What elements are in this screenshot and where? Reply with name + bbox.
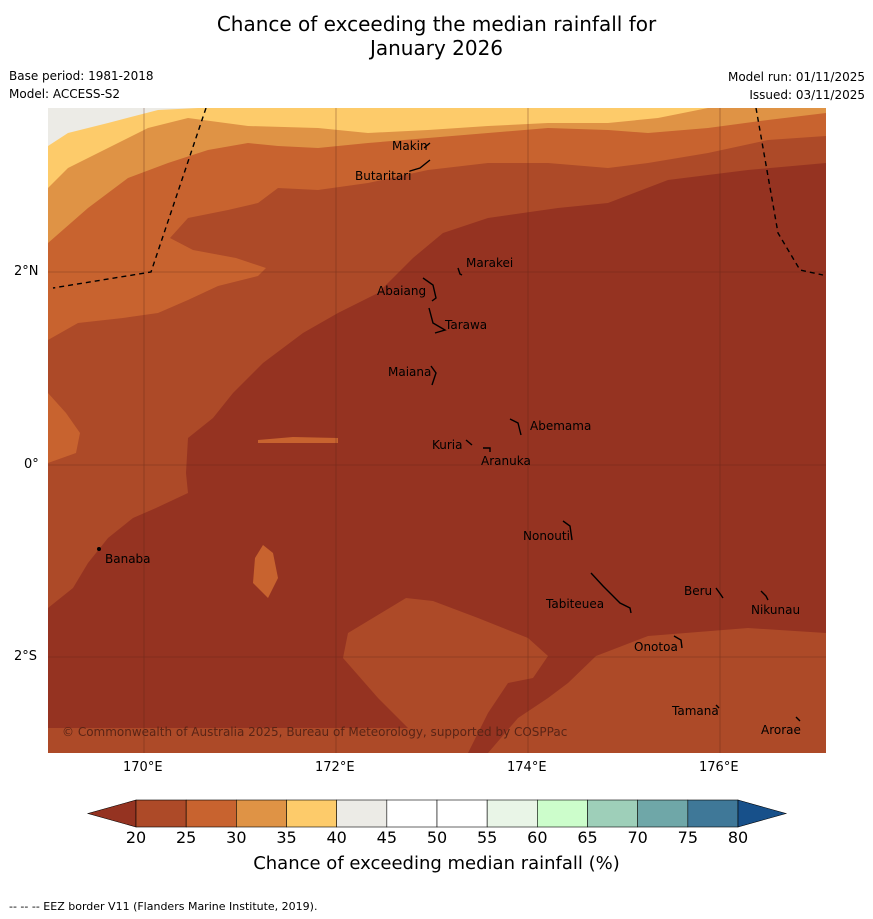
map-title: Chance of exceeding the median rainfall … (0, 12, 873, 60)
colorbar-tick-label: 30 (226, 828, 246, 847)
abaiang-island (422, 277, 437, 302)
nonouti-island (562, 520, 573, 541)
zone-20-25-north (48, 108, 826, 608)
title-line-2: January 2026 (369, 36, 504, 60)
lon-tick-label: 172°E (315, 760, 355, 775)
copyright-notice: © Commonwealth of Australia 2025, Bureau… (62, 725, 567, 739)
colorbar-tick-label: 75 (678, 828, 698, 847)
lat-tick-label: 2°N (14, 264, 39, 279)
colorbar-tick-label: 60 (527, 828, 547, 847)
place-label: Abaiang (377, 284, 426, 298)
colorbar-tick-label: 35 (276, 828, 296, 847)
abemama-island (509, 418, 522, 436)
place-label: Arorae (761, 723, 801, 737)
banaba-island (97, 547, 102, 552)
graticule (48, 108, 826, 753)
colorbar-segment (687, 799, 739, 828)
maiana-island (430, 365, 437, 386)
colorbar-tick-label: 40 (326, 828, 346, 847)
zone-30-west (48, 393, 80, 463)
lon-tick-label: 176°E (699, 760, 739, 775)
zone-30-spot (253, 545, 278, 598)
marakei-island (457, 267, 463, 276)
eez-border-note: -- -- -- EEZ border V11 (Flanders Marine… (9, 900, 318, 913)
place-label: Abemama (530, 419, 591, 433)
place-label: Nikunau (751, 603, 800, 617)
island-outlines (97, 142, 801, 722)
colorbar: 20 25 30 35 40 45 50 55 60 65 70 75 80 (86, 799, 788, 847)
colorbar-over-arrow (737, 799, 788, 828)
colorbar-segment (436, 799, 488, 828)
colorbar-label: Chance of exceeding median rainfall (%) (253, 853, 620, 874)
lat-tick-label: 0° (24, 457, 39, 472)
zone-25-30 (48, 108, 826, 340)
aranuka-island (483, 447, 491, 452)
place-label: Tarawa (444, 318, 487, 332)
tamana-island (715, 704, 720, 709)
nikunau-island (760, 590, 769, 601)
colorbar-tick-label: 50 (427, 828, 447, 847)
butaritari-island (409, 159, 431, 172)
title-line-1: Chance of exceeding the median rainfall … (216, 12, 657, 36)
colorbar-under-arrow (86, 799, 137, 828)
colorbar-segment (486, 799, 538, 828)
place-label: Onotoa (634, 640, 678, 654)
place-label: Butaritari (355, 169, 412, 183)
colorbar-segment (587, 799, 638, 828)
kuria-island (465, 439, 473, 446)
place-label: Makin (392, 139, 428, 153)
place-label: Aranuka (481, 454, 531, 468)
tabiteuea-island (590, 572, 632, 614)
model-run: Model run: 01/11/2025 (727, 70, 865, 84)
rainfall-map: Makin Butaritari Marakei Abaiang Tarawa … (48, 108, 826, 753)
colorbar-tick-label: 55 (477, 828, 497, 847)
zone-30-35 (48, 108, 826, 243)
onotoa-island (673, 635, 683, 649)
place-label: Tamana (671, 704, 719, 718)
zone-40-45 (48, 108, 198, 146)
place-label: Banaba (105, 552, 151, 566)
beru-island (715, 587, 724, 599)
arorae-island (795, 716, 801, 722)
lat-tick-label: 2°S (14, 649, 38, 664)
colorbar-tick-label: 45 (377, 828, 397, 847)
colorbar-segment (637, 799, 689, 828)
lon-tick-label: 170°E (123, 760, 163, 775)
place-label: Marakei (466, 256, 513, 270)
place-label: Nonouti (523, 529, 570, 543)
zone-south-east (488, 628, 826, 753)
makin-island (423, 142, 431, 149)
colorbar-segment (537, 799, 588, 828)
colorbar-segment (135, 799, 187, 828)
place-label: Maiana (388, 365, 431, 379)
place-label: Beru (684, 584, 712, 598)
eez-border (52, 108, 824, 289)
colorbar-tick-label: 20 (126, 828, 146, 847)
place-label: Tabiteuea (545, 597, 604, 611)
colorbar-segment (236, 799, 287, 828)
lon-tick-label: 174°E (507, 760, 547, 775)
colorbar-segment (185, 799, 237, 828)
colorbar-segment (286, 799, 337, 828)
model-name: Model: ACCESS-S2 (9, 87, 121, 101)
colorbar-segment (386, 799, 438, 828)
colorbar-tick-label: 70 (627, 828, 647, 847)
colorbar-segment (336, 799, 388, 828)
colorbar-tick-label: 25 (176, 828, 196, 847)
colorbar-tick-label: 80 (728, 828, 748, 847)
issued-date: Issued: 03/11/2025 (749, 88, 865, 102)
colorbar-tick-label: 65 (577, 828, 597, 847)
tarawa-island (428, 307, 447, 334)
zone-25-30-south (48, 598, 548, 753)
base-period: Base period: 1981-2018 (9, 69, 154, 83)
zone-30-streak (258, 437, 338, 443)
place-label: Kuria (432, 438, 463, 452)
